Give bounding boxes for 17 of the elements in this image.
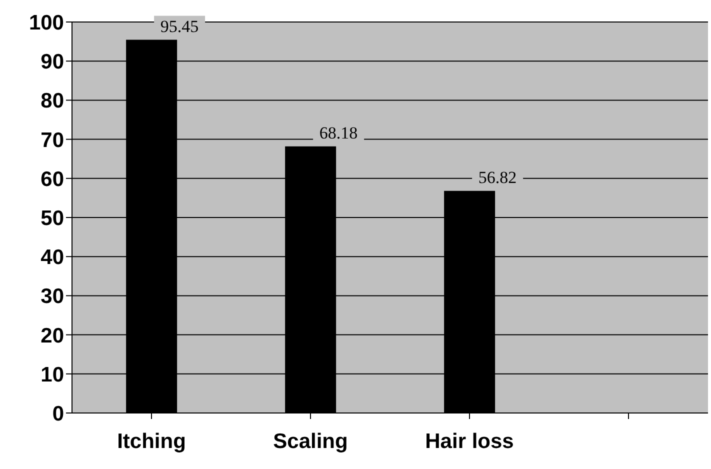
y-tick-label: 40	[40, 246, 64, 270]
y-tick-label: 0	[52, 402, 64, 426]
y-tick-label: 10	[40, 363, 64, 386]
x-tick-label: Itching	[117, 430, 186, 453]
y-tick-label: 20	[40, 324, 64, 348]
data-label: 68.18	[319, 123, 358, 142]
data-label: 56.82	[478, 168, 517, 187]
x-tick-label: Hair loss	[425, 430, 514, 453]
y-tick-label: 100	[28, 11, 64, 34]
x-tick-label: Scaling	[273, 430, 348, 453]
y-tick-label: 80	[40, 90, 64, 113]
y-tick-label: 70	[40, 128, 64, 152]
y-tick-label: 90	[40, 50, 64, 74]
y-tick-label: 60	[40, 168, 64, 191]
y-tick-label: 50	[40, 206, 64, 230]
y-tick-label: 30	[40, 285, 64, 308]
data-label: 95.45	[160, 16, 199, 36]
